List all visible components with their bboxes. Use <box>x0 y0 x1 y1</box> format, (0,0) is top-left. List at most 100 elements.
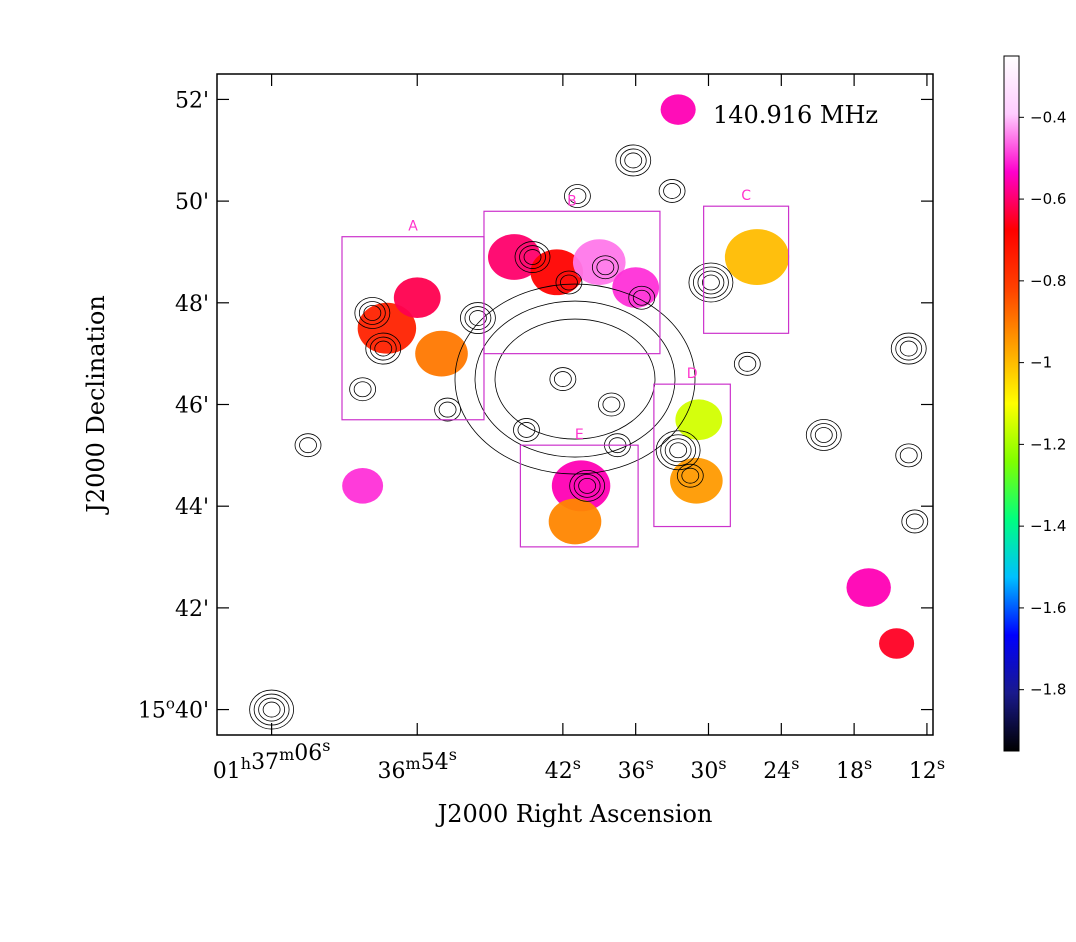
contour-ring <box>464 306 492 330</box>
y-tick-label: 52' <box>175 88 209 113</box>
contour-ring <box>553 371 572 387</box>
x-tick-label: 36s <box>618 754 654 784</box>
region-box-e <box>519 444 639 548</box>
region-box-c <box>703 205 790 334</box>
contour-ring <box>602 396 621 413</box>
contour-ring <box>560 274 578 291</box>
contour-ring <box>294 433 322 458</box>
contour-envelope <box>494 318 656 440</box>
spectral-patch <box>675 399 723 441</box>
colorbar-tick-label: −1 <box>1030 354 1052 372</box>
contour-ring <box>733 351 761 376</box>
contour-ring <box>899 447 918 464</box>
region-boxes: A B C D E <box>341 188 790 548</box>
contour-ring <box>568 188 587 204</box>
contour-ring <box>628 285 656 310</box>
y-tick-label: 44' <box>175 495 209 520</box>
contour-ring <box>895 443 923 468</box>
region-label-e: E <box>575 427 584 443</box>
region-label-c: C <box>741 188 751 204</box>
contour-lines <box>249 144 929 730</box>
contour-ring <box>573 473 601 498</box>
contour-ring <box>349 377 377 402</box>
colorbar-tick-label: −1.2 <box>1030 435 1066 453</box>
contour-ring <box>663 183 681 199</box>
contour-ring <box>619 148 647 173</box>
contour-ring <box>901 509 929 534</box>
contour-ring <box>598 392 625 417</box>
contour-ring <box>517 422 536 438</box>
contour-ring <box>810 423 838 447</box>
contour-ring <box>624 152 643 169</box>
contour-ring <box>655 430 701 471</box>
contour-ring <box>738 355 757 372</box>
contour-ring <box>353 381 372 398</box>
contour-ring <box>591 255 619 280</box>
contour-ring <box>262 701 281 718</box>
colorbar-tick-label: −0.6 <box>1030 190 1066 208</box>
region-box-b <box>483 210 661 355</box>
contour-ring <box>363 305 382 321</box>
contour-ring <box>632 289 651 306</box>
spectral-patch <box>393 277 441 319</box>
contour-ring <box>890 332 927 365</box>
plot-frame <box>216 73 934 736</box>
frequency-label: 140.916 MHz <box>713 101 878 129</box>
contour-ring <box>899 340 918 357</box>
axis-ticks: 01h37m06s 36m54s 42s 36s 30s 24s 18s 12s 52' 50' 4… <box>138 74 945 784</box>
contour-ring <box>258 697 286 722</box>
contour-ring <box>549 367 577 391</box>
spectral-patch <box>846 568 891 607</box>
region-label-a: A <box>408 219 418 235</box>
spectral-patch <box>415 330 468 377</box>
contour-ring <box>805 419 842 451</box>
y-tick-label: 46' <box>175 394 209 419</box>
spectral-patch <box>879 628 915 659</box>
contour-ring <box>676 463 704 488</box>
y-tick-label: 50' <box>175 190 209 215</box>
y-axis-title: J2000 Declination <box>82 295 110 516</box>
colorbar-tick-label: −1.4 <box>1030 517 1066 535</box>
spectral-patch <box>660 94 696 125</box>
contour-ring <box>523 249 542 265</box>
contour-ring <box>697 270 725 295</box>
y-tick-label: 42' <box>175 597 209 622</box>
spectral-patch <box>551 460 611 512</box>
spectral-patch <box>724 229 790 286</box>
contour-ring <box>369 336 397 361</box>
region-label-d: D <box>687 366 698 382</box>
contour-ring <box>578 477 597 494</box>
contour-ring <box>519 245 546 269</box>
colorbar-ticks: −0.4 −0.6 −0.8 −1 −1.2 −1.4 −1.6 −1.8 <box>1019 108 1066 699</box>
contour-ring <box>299 437 317 454</box>
x-tick-label: 30s <box>690 754 726 784</box>
y-tick-label: 48' <box>175 292 209 317</box>
x-tick-label: 24s <box>763 754 799 784</box>
contour-ring <box>460 302 496 334</box>
y-tick-label: 15o40' <box>138 695 209 724</box>
contour-ring <box>658 179 686 203</box>
contour-ring <box>895 336 923 361</box>
colorbar-tick-label: −0.4 <box>1030 108 1066 126</box>
spectral-patch <box>357 302 417 354</box>
x-tick-label: 42s <box>545 754 581 784</box>
contour-ring <box>374 340 393 357</box>
contour-ring <box>438 401 457 418</box>
x-axis-title: J2000 Right Ascension <box>435 800 713 828</box>
contour-ring <box>814 427 833 443</box>
contour-ring <box>669 442 688 459</box>
contour-ring <box>664 438 692 463</box>
contour-ring <box>702 274 720 291</box>
colorbar-tick-label: −0.8 <box>1030 272 1066 290</box>
x-tick-label: 36m54s <box>378 745 457 784</box>
contour-ring <box>693 266 729 299</box>
contour-ring <box>681 467 700 484</box>
contour-ring <box>660 434 697 467</box>
x-tick-label: 01h37m06s <box>213 736 331 784</box>
contour-ring <box>253 693 290 726</box>
spectral-patch <box>548 498 602 545</box>
contour-ring <box>513 418 540 442</box>
contour-ring <box>469 310 487 326</box>
colorbar-tick-label: −1.8 <box>1030 681 1066 699</box>
